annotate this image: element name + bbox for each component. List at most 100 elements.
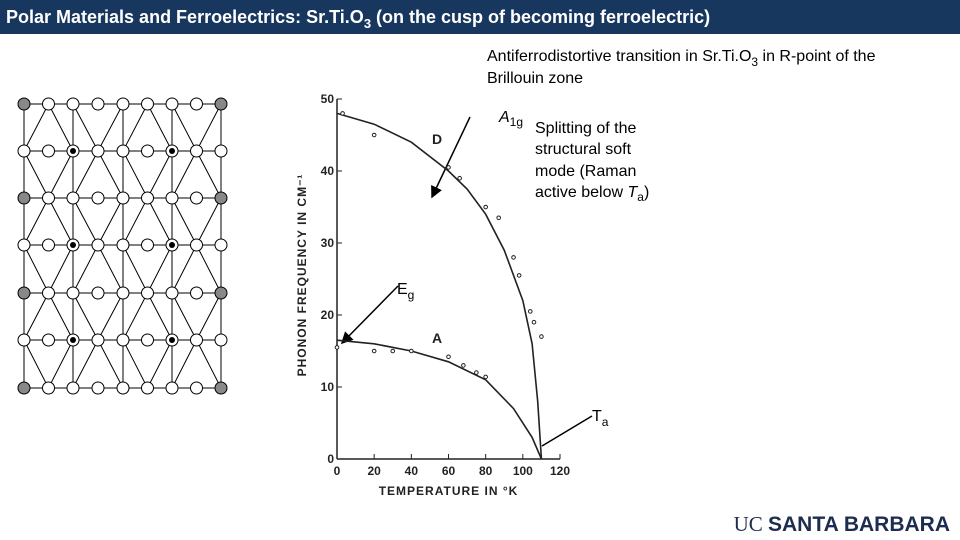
lattice-atom	[165, 286, 179, 300]
lattice-bond	[196, 244, 222, 294]
splitting-note: active below Ta)	[535, 184, 649, 204]
lattice-atom	[116, 191, 130, 205]
data-point	[516, 273, 522, 278]
lattice-atom	[190, 333, 203, 347]
lattice-diagram	[17, 97, 228, 395]
data-point	[390, 348, 396, 354]
lattice-atom	[214, 333, 228, 347]
lattice-atom	[190, 381, 203, 395]
lattice-bond	[171, 197, 197, 246]
data-point	[446, 354, 451, 360]
lattice-atom	[42, 144, 55, 158]
x-tick-label: 100	[513, 464, 533, 478]
lattice-atom	[165, 97, 179, 111]
data-point	[539, 334, 544, 339]
lattice-atom	[214, 144, 228, 158]
curve	[336, 339, 543, 460]
lattice-bond	[147, 150, 173, 199]
lattice-atom	[91, 381, 105, 395]
lattice-atom	[42, 191, 55, 205]
lattice-bond	[196, 339, 222, 389]
lattice-bond	[196, 103, 222, 152]
lattice-atom	[17, 238, 31, 252]
lattice-atom	[214, 191, 228, 205]
y-tick-label: 20	[321, 308, 335, 322]
lattice-atom	[116, 238, 130, 252]
lattice-atom	[42, 333, 55, 347]
lattice-bond	[23, 244, 49, 294]
lattice-bond	[48, 150, 74, 199]
lattice-bond	[171, 292, 197, 341]
lattice-bond	[147, 244, 173, 294]
lattice-bond	[122, 103, 148, 152]
arrow	[541, 415, 593, 447]
data-point	[531, 319, 537, 325]
lattice-bond	[122, 339, 148, 389]
lattice-bond	[48, 244, 74, 294]
lattice-bond	[147, 339, 173, 389]
lattice-bond	[147, 292, 173, 341]
y-tick-label: 40	[321, 164, 335, 178]
x-axis-label: TEMPERATURE IN °K	[379, 484, 519, 498]
lattice-atom-core	[169, 337, 175, 343]
lattice-bond	[196, 197, 222, 246]
lattice-bond	[97, 339, 124, 389]
y-tick-label: 0	[327, 452, 334, 466]
lattice-atom-core	[70, 337, 76, 343]
x-tick-label: 60	[442, 464, 456, 478]
y-tick-label: 30	[321, 236, 335, 250]
lattice-bond	[48, 103, 74, 152]
lattice-bond	[72, 150, 99, 199]
lattice-atom	[17, 333, 31, 347]
lattice-atom	[141, 144, 154, 158]
lattice-atom	[214, 381, 228, 395]
lattice-atom	[214, 286, 228, 300]
lattice-atom	[42, 97, 55, 111]
lattice-bond	[97, 197, 124, 246]
lattice-bond	[48, 292, 74, 341]
lattice-atom	[141, 97, 154, 111]
data-point	[371, 132, 377, 138]
data-point	[474, 370, 479, 375]
lattice-atom	[116, 97, 130, 111]
x-tick-label: 40	[405, 464, 419, 478]
lattice-atom	[91, 97, 105, 111]
lattice-bond	[171, 244, 197, 294]
lattice-atom	[141, 333, 154, 347]
lattice-bond	[23, 292, 49, 341]
lattice-atom	[165, 381, 179, 395]
series-label: D	[432, 131, 442, 147]
lattice-atom	[190, 97, 203, 111]
lattice-atom	[190, 144, 203, 158]
title-bar	[0, 0, 960, 34]
lattice-bond	[147, 197, 173, 246]
lattice-bond	[97, 103, 124, 152]
lattice-atom	[190, 238, 203, 252]
lattice-atom	[141, 381, 154, 395]
data-point	[483, 374, 488, 380]
ta-label: Ta	[592, 408, 609, 429]
eg-label: Eg	[397, 281, 414, 302]
lattice-bond	[97, 150, 124, 199]
lattice-atom	[141, 238, 154, 252]
lattice-atom	[91, 144, 105, 158]
data-point	[446, 165, 451, 170]
series-label: A	[432, 330, 442, 346]
lattice-bond	[196, 150, 222, 199]
lattice-bond	[72, 197, 99, 246]
lattice-atom	[116, 144, 130, 158]
lattice-atom	[141, 191, 154, 205]
x-tick-label: 80	[479, 464, 493, 478]
data-point	[340, 111, 345, 116]
lattice-atom	[91, 191, 105, 205]
lattice-atom	[91, 238, 105, 252]
lattice-atom	[141, 286, 154, 300]
lattice-bond	[72, 244, 99, 294]
lattice-atom-core	[70, 242, 76, 248]
lattice-atom	[214, 97, 228, 111]
curve	[336, 112, 543, 460]
lattice-bond	[97, 292, 124, 341]
lattice-bond	[147, 103, 173, 152]
lattice-atom	[66, 381, 80, 395]
